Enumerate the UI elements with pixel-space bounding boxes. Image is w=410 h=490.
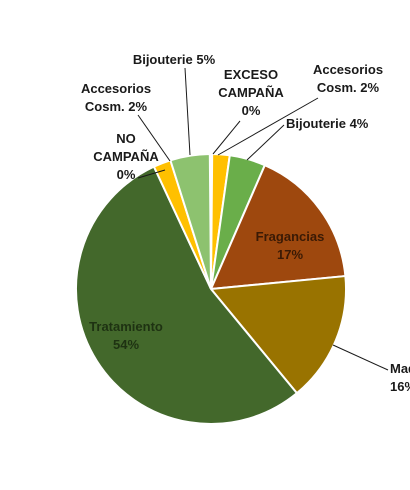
leader-line (137, 169, 166, 179)
slice-label: Bijouterie 4% (286, 116, 369, 131)
slice-label: 0% (117, 167, 136, 182)
leader-line (246, 124, 285, 161)
slice-label: CAMPAÑA (93, 149, 159, 164)
pie-slice (209, 163, 347, 291)
slice-label: Maquill (390, 361, 410, 376)
leader-line (217, 97, 319, 156)
slice-label: Accesorios (313, 62, 383, 77)
slice-label: Tratamiento (89, 319, 163, 334)
slice-label: Fragancias (256, 229, 325, 244)
leader-line (332, 344, 389, 371)
slice-label: Cosm. 2% (317, 80, 380, 95)
slice-label: CAMPAÑA (218, 85, 284, 100)
slice-label: Accesorios (81, 81, 151, 96)
slice-label: Cosm. 2% (85, 99, 148, 114)
leader-line (137, 114, 171, 162)
slice-labels: EXCESO CAMPAÑA 0% Accesorios Cosm. 2% Bijoute… (81, 52, 410, 394)
pie-slice (169, 153, 212, 290)
slice-label: 16% (390, 379, 410, 394)
pie-slice (209, 274, 347, 395)
slice-label: 54% (113, 337, 139, 352)
slice-label: EXCESO (224, 67, 278, 82)
slice-label: 0% (242, 103, 261, 118)
pie-slices (74, 153, 347, 425)
slice-label: Bijouterie 5% (133, 52, 216, 67)
leader-line (212, 120, 241, 155)
slice-label: NO (116, 131, 136, 146)
leader-line (184, 67, 191, 156)
slice-label: 17% (277, 247, 303, 262)
pie-slice (74, 165, 299, 425)
leader-lines (137, 67, 389, 371)
